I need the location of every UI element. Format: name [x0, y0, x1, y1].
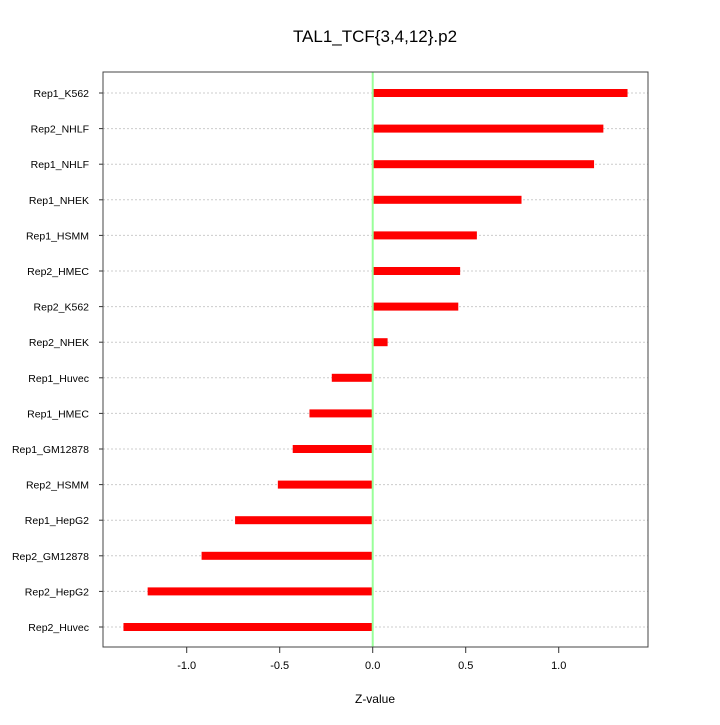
- y-tick-label: Rep2_Huvec: [28, 622, 89, 634]
- bar: [123, 623, 373, 631]
- y-tick-label: Rep1_K562: [34, 88, 90, 100]
- chart-title: TAL1_TCF{3,4,12}.p2: [293, 27, 457, 46]
- y-tick-label: Rep1_GM12878: [12, 444, 89, 456]
- bar: [331, 373, 373, 382]
- x-tick-label: 0.5: [458, 660, 473, 672]
- y-tick-label: Rep2_HMEC: [27, 266, 89, 278]
- bar: [309, 409, 373, 418]
- bar: [372, 89, 628, 97]
- y-tick-label: Rep2_GM12878: [12, 551, 89, 563]
- bar: [147, 587, 373, 596]
- bar: [235, 516, 373, 525]
- bar: [201, 551, 373, 560]
- bar: [372, 267, 461, 275]
- y-tick-label: Rep2_NHEK: [29, 337, 89, 349]
- y-tick-label: Rep1_HSMM: [26, 230, 89, 242]
- bar: [372, 231, 477, 240]
- y-tick-label: Rep2_NHLF: [31, 124, 89, 136]
- x-axis-label: Z-value: [355, 692, 395, 706]
- bar: [292, 445, 373, 453]
- x-tick-label: -0.5: [270, 660, 289, 672]
- y-tick-label: Rep2_HepG2: [25, 586, 89, 598]
- bar: [372, 160, 595, 169]
- bar: [372, 338, 388, 347]
- y-tick-label: Rep1_NHLF: [31, 159, 89, 171]
- x-tick-label: 1.0: [551, 660, 566, 672]
- bar: [372, 195, 522, 204]
- bar: [372, 124, 604, 133]
- plot-border: [102, 71, 649, 648]
- bar: [277, 480, 373, 489]
- y-tick-label: Rep1_Huvec: [28, 373, 89, 385]
- bar: [372, 302, 459, 311]
- y-tick-label: Rep1_NHEK: [29, 195, 89, 207]
- y-tick-label: Rep2_HSMM: [26, 480, 89, 492]
- x-tick-label: 0.0: [365, 660, 380, 672]
- y-tick-label: Rep1_HepG2: [25, 515, 89, 527]
- x-tick-label: -1.0: [177, 660, 196, 672]
- y-tick-label: Rep2_K562: [34, 302, 90, 314]
- y-tick-label: Rep1_HMEC: [27, 408, 89, 420]
